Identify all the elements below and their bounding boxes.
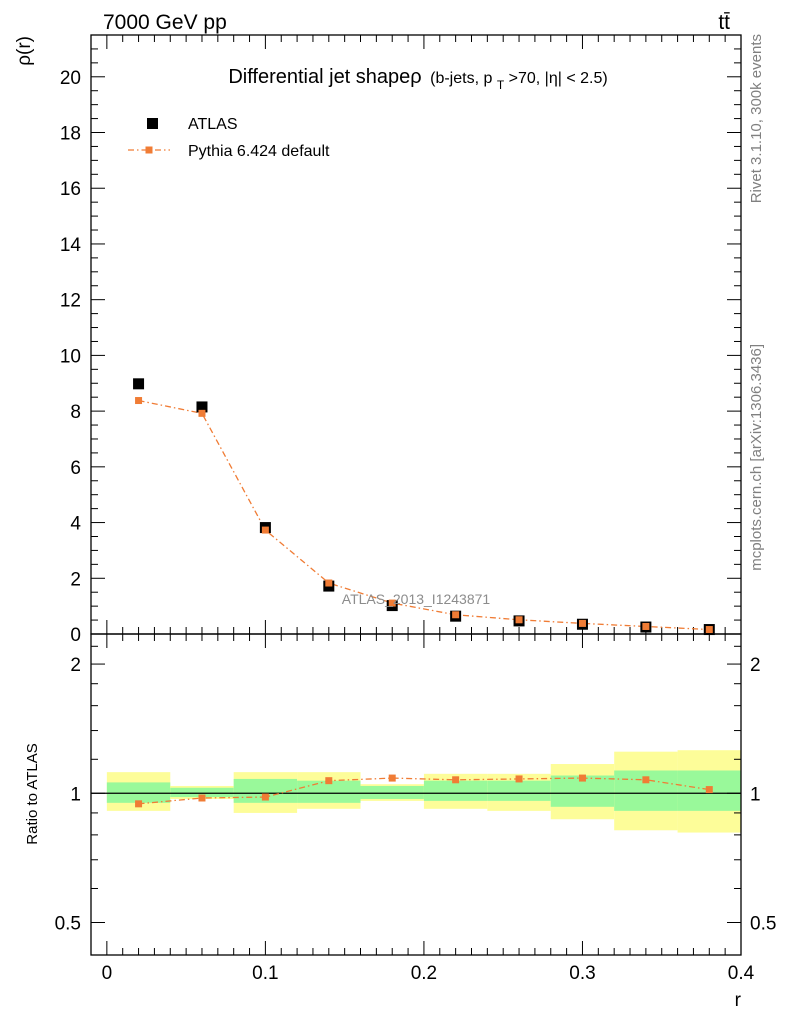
- main-y-tick-label: 12: [60, 291, 81, 312]
- ratio-band-inner: [170, 787, 234, 798]
- main-y-tick-labels: 0 2 4 6 8 10 12 14 16 18 20: [60, 68, 82, 646]
- legend-atlas-marker: [147, 118, 158, 129]
- ratio-y-tick-label-left: 1: [70, 784, 81, 805]
- x-tick-label: 0.3: [569, 963, 595, 984]
- main-title-text: Differential jet shapeρ: [228, 66, 421, 88]
- atlas-data-point: [133, 378, 145, 390]
- mc-point: [578, 619, 586, 627]
- ratio-mc-point: [198, 794, 206, 802]
- mc-point: [705, 626, 713, 634]
- ratio-mc-point: [452, 776, 460, 784]
- legend-mc-marker: [145, 146, 153, 154]
- ratio-mc-point: [705, 786, 713, 794]
- ratio-y-axis-label: Ratio to ATLAS: [24, 743, 41, 844]
- ratio-y-tick-label-right: 1: [750, 784, 761, 805]
- mc-point: [135, 397, 143, 405]
- main-title: Differential jet shapeρ (b-jets, p T >70…: [228, 66, 607, 93]
- x-tick-label: 0.4: [728, 963, 755, 984]
- header-energy-label: 7000 GeV pp: [103, 11, 227, 34]
- atlas-data-point: [196, 401, 208, 413]
- main-y-axis-label: ρ(r): [14, 36, 35, 66]
- x-tick-label: 0: [102, 963, 113, 984]
- main-title-cut-prefix: (b-jets, p: [430, 70, 492, 87]
- ratio-band-inner: [487, 780, 551, 801]
- mc-point: [388, 599, 396, 607]
- main-y-tick-label: 6: [70, 458, 81, 479]
- mc-point: [261, 526, 269, 534]
- x-axis-label: r: [735, 990, 742, 1011]
- ratio-series: [135, 774, 713, 808]
- main-panel: 0 2 4 6 8 10 12 14 16 18 20 ρ(r) Differential jet …: [14, 34, 742, 646]
- ratio-band-inner: [423, 780, 488, 801]
- main-y-tick-label: 4: [70, 514, 81, 535]
- header-process-label: tt̄: [718, 11, 730, 34]
- mc-point: [642, 622, 650, 630]
- ratio-frame: [90, 633, 742, 956]
- main-y-tick-label: 0: [70, 625, 81, 646]
- ratio-y-tick-label-right: 0.5: [750, 913, 776, 934]
- mc-line: [138, 399, 710, 631]
- ratio-axis-ticks: [91, 634, 742, 955]
- legend-atlas-label: ATLAS: [188, 116, 238, 133]
- legend: ATLAS Pythia 6.424 default: [128, 116, 330, 160]
- rivet-info-label: Rivet 3.1.10, 300k events: [748, 34, 765, 203]
- ratio-mc-point: [261, 793, 269, 801]
- main-y-tick-label: 20: [60, 68, 81, 89]
- ratio-panel: 0.5 0.51 12 2 0 0.1 0.2 0.3 0.4 Ratio to ATLAS …: [24, 633, 777, 1011]
- main-y-tick-label: 18: [60, 124, 81, 145]
- main-y-tick-label: 10: [60, 346, 81, 367]
- mc-point: [452, 611, 460, 619]
- ratio-y-tick-label-left: 2: [70, 655, 81, 676]
- ratio-bands: [106, 750, 741, 833]
- main-title-cut-sub: T: [497, 78, 505, 92]
- main-y-tick-label: 16: [60, 179, 81, 200]
- ratio-mc-point: [388, 774, 396, 782]
- ratio-band-inner: [106, 782, 171, 803]
- mc-point: [325, 579, 333, 587]
- x-tick-label: 0.2: [411, 963, 437, 984]
- main-y-tick-label: 2: [70, 569, 81, 590]
- ratio-mc-point: [578, 774, 586, 782]
- ratio-mc-line: [138, 777, 710, 805]
- mcplots-info-label: mcplots.cern.ch [arXiv:1306.3436]: [748, 344, 765, 571]
- legend-mc-label: Pythia 6.424 default: [188, 143, 330, 160]
- ratio-y-tick-label-left: 0.5: [55, 913, 81, 934]
- x-tick-label: 0.1: [252, 963, 278, 984]
- ratio-y-tick-label-right: 2: [750, 655, 761, 676]
- analysis-watermark: ATLAS_2013_I1243871: [342, 591, 491, 607]
- ratio-y-tick-labels: 0.5 0.5 1 1 2 2: [55, 655, 777, 934]
- ratio-mc-point: [642, 776, 650, 784]
- ratio-mc-point: [515, 775, 523, 783]
- ratio-mc-point: [135, 800, 143, 808]
- main-title-cut-suffix: >70, |η| < 2.5): [509, 70, 608, 87]
- main-series: [133, 378, 715, 636]
- main-axis-ticks: [91, 35, 742, 635]
- ratio-mc-point: [325, 777, 333, 785]
- ratio-band-inner: [360, 785, 424, 799]
- main-y-tick-label: 14: [60, 235, 82, 256]
- mc-point: [515, 616, 523, 624]
- ratio-band-inner: [297, 780, 361, 803]
- x-tick-labels: 0 0.1 0.2 0.3 0.4: [102, 963, 755, 984]
- mc-point: [198, 409, 206, 417]
- main-y-tick-label: 8: [70, 402, 81, 423]
